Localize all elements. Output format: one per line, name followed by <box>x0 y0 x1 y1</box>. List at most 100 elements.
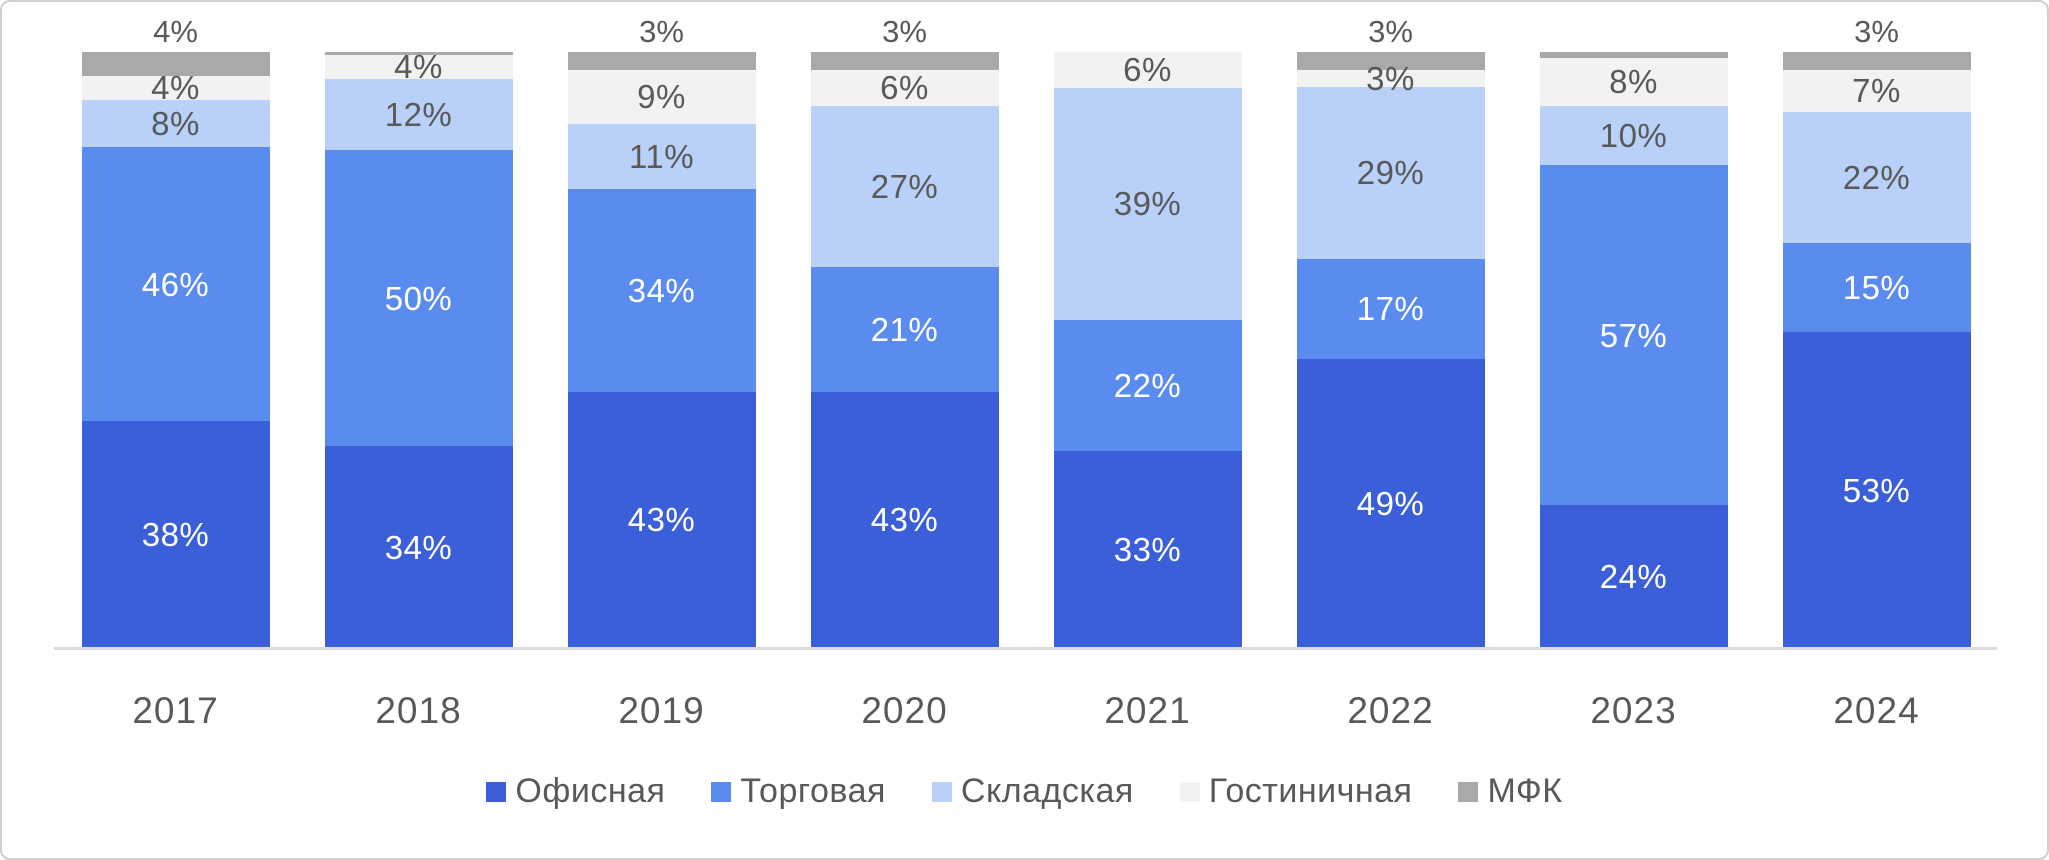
bar-segment-Офисная-2023: 24% <box>1539 504 1728 648</box>
bar-segment-Гостиничная-2024: 7% <box>1782 69 1971 112</box>
bar-segment-Складская-2024: 22% <box>1782 111 1971 243</box>
data-label-Гостиничная-2024: 7% <box>1852 72 1901 110</box>
data-label-Торговая-2023: 57% <box>1599 316 1668 354</box>
stacked-bar-2024: 3% 7% 22% 15% 53% <box>1782 16 1971 648</box>
bar-slot: 3% 6% 27% 21% 43% <box>783 16 1026 648</box>
data-label-МФК-2024: 3% <box>1854 14 1899 49</box>
data-label-МФК-2017: 4% <box>153 14 198 49</box>
data-label-Складская-2023: 10% <box>1599 116 1668 154</box>
data-label-Гостиничная-2020: 6% <box>880 69 929 107</box>
data-label-Складская-2024: 22% <box>1842 158 1911 196</box>
data-label-Складская-2017: 8% <box>151 104 200 142</box>
data-label-Торговая-2018: 50% <box>384 279 453 317</box>
bar-segment-Торговая-2018: 50% <box>324 149 513 447</box>
data-label-Офисная-2019: 43% <box>627 501 696 539</box>
bar-segment-Торговая-2023: 57% <box>1539 165 1728 505</box>
data-label-Складская-2021: 39% <box>1113 185 1182 223</box>
legend-swatch-icon <box>1458 781 1479 802</box>
legend-label: Гостиничная <box>1208 772 1413 810</box>
data-label-Торговая-2020: 21% <box>870 310 939 348</box>
data-label-Торговая-2021: 22% <box>1113 367 1182 405</box>
bar-segment-Офисная-2020: 43% <box>810 391 999 648</box>
x-axis-baseline <box>54 647 1997 650</box>
data-label-Гостиничная-2018: 4% <box>394 48 443 86</box>
bar-slot: 3% 3% 29% 17% 49% <box>1269 16 1512 648</box>
data-label-Торговая-2024: 15% <box>1842 268 1911 306</box>
bar-segment-МФК-2022 <box>1296 52 1485 70</box>
bar-slot: 4% 4% 8% 46% 38% <box>54 16 297 648</box>
legend-swatch-icon <box>1179 781 1200 802</box>
x-tick-label-2018: 2018 <box>375 690 462 731</box>
stacked-bar-2020: 3% 6% 27% 21% 43% <box>810 16 999 648</box>
bar-segment-Складская-2021: 39% <box>1053 87 1242 321</box>
bar-segment-Складская-2022: 29% <box>1296 87 1485 259</box>
bar-slot: 3% 9% 11% 34% 43% <box>540 16 783 648</box>
data-label-Торговая-2022: 17% <box>1356 290 1425 328</box>
bar-segment-Гостиничная-2019: 9% <box>567 69 756 124</box>
legend: Офисная Торговая Складская Гостиничная МФК <box>2 772 2047 811</box>
bar-segment-Гостиничная-2018: 4% <box>324 50 513 83</box>
stacked-bar-2023: 8% 10% 57% 24% <box>1539 52 1728 648</box>
bar-segment-Гостиничная-2021: 6% <box>1053 51 1242 89</box>
x-tick-label-2021: 2021 <box>1104 690 1191 731</box>
bar-segment-Складская-2017: 8% <box>81 99 270 148</box>
bar-segment-МФК-2020 <box>810 52 999 70</box>
bar-segment-Офисная-2019: 43% <box>567 391 756 648</box>
data-label-Офисная-2020: 43% <box>870 501 939 539</box>
x-tick-label-2024: 2024 <box>1833 690 1920 731</box>
bar-segment-Торговая-2022: 17% <box>1296 258 1485 359</box>
bar-segment-Торговая-2024: 15% <box>1782 242 1971 333</box>
bar-segment-МФК-2019 <box>567 52 756 70</box>
data-label-Торговая-2017: 46% <box>141 265 210 303</box>
legend-item-МФК: МФК <box>1458 772 1562 811</box>
data-label-Офисная-2024: 53% <box>1842 471 1911 509</box>
data-label-Складская-2020: 27% <box>870 167 939 205</box>
bar-segment-Складская-2018: 12% <box>324 78 513 150</box>
data-label-Складская-2018: 12% <box>384 95 453 133</box>
bar-segment-МФК-2024 <box>1782 52 1971 70</box>
data-label-Офисная-2021: 33% <box>1113 531 1182 569</box>
data-label-Складская-2019: 11% <box>628 137 695 175</box>
x-tick-label-2023: 2023 <box>1590 690 1677 731</box>
x-tick-label-2020: 2020 <box>861 690 948 731</box>
bar-segment-Складская-2023: 10% <box>1539 105 1728 166</box>
data-label-Складская-2022: 29% <box>1356 154 1425 192</box>
plot-area: 4% 4% 8% 46% 38% 4% 12% 50% 34% 3% 9% 11% 34% 43% 3% 6%… <box>54 16 1998 648</box>
bar-segment-Офисная-2017: 38% <box>81 421 270 648</box>
x-tick-label-2022: 2022 <box>1347 690 1434 731</box>
x-tick-label-2017: 2017 <box>132 690 219 731</box>
data-label-Офисная-2018: 34% <box>384 528 453 566</box>
data-label-МФК-2019: 3% <box>639 14 684 49</box>
data-label-Гостиничная-2023: 8% <box>1609 63 1658 101</box>
stacked-bar-2019: 3% 9% 11% 34% 43% <box>567 16 756 648</box>
legend-swatch-icon <box>486 781 507 802</box>
bar-segment-Складская-2019: 11% <box>567 123 756 190</box>
bar-segment-Складская-2020: 27% <box>810 105 999 267</box>
data-label-Торговая-2019: 34% <box>627 271 696 309</box>
bar-segment-Торговая-2019: 34% <box>567 189 756 392</box>
legend-label: Складская <box>960 772 1134 810</box>
bar-segment-Офисная-2018: 34% <box>324 446 513 648</box>
bar-slot: 4% 12% 50% 34% <box>297 50 540 648</box>
bar-segment-Офисная-2021: 33% <box>1053 451 1242 648</box>
bar-segment-Гостиничная-2023: 8% <box>1539 57 1728 106</box>
data-label-Офисная-2022: 49% <box>1356 484 1425 522</box>
data-label-Офисная-2017: 38% <box>141 516 210 554</box>
bar-segment-Гостиничная-2022: 3% <box>1296 62 1485 95</box>
bar-slot: 8% 10% 57% 24% <box>1512 52 1755 648</box>
data-label-Гостиничная-2021: 6% <box>1123 51 1172 89</box>
bar-segment-Офисная-2024: 53% <box>1782 332 1971 648</box>
stacked-bar-2022: 3% 3% 29% 17% 49% <box>1296 16 1485 648</box>
data-label-МФК-2022: 3% <box>1368 14 1413 49</box>
data-label-Гостиничная-2017: 4% <box>151 69 200 107</box>
bar-segment-МФК-2017 <box>81 52 270 76</box>
stacked-bar-2021: 6% 39% 22% 33% <box>1053 51 1242 648</box>
bar-segment-Офисная-2022: 49% <box>1296 358 1485 648</box>
x-axis-tick-labels: 2017 2018 2019 2020 2021 2022 2023 2024 <box>54 690 1998 732</box>
legend-swatch-icon <box>711 781 732 802</box>
bar-segment-Торговая-2021: 22% <box>1053 320 1242 452</box>
legend-label: Офисная <box>515 772 666 810</box>
legend-label: Торговая <box>740 772 886 810</box>
bar-segment-Торговая-2017: 46% <box>81 147 270 422</box>
